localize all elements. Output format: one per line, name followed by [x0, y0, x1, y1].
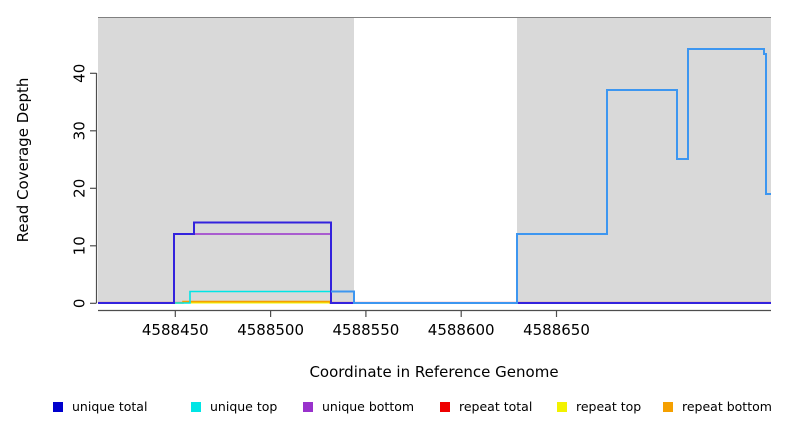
y-tick-label-30: 30: [71, 121, 89, 140]
x-tick-label-4588550: 4588550: [332, 321, 399, 339]
y-axis-title: Read Coverage Depth: [14, 78, 32, 243]
chart-legend: unique total unique top unique bottom re…: [53, 399, 772, 414]
legend-item-unique-total[interactable]: unique total: [53, 399, 147, 414]
legend-item-repeat-total[interactable]: repeat total: [440, 399, 532, 414]
legend-label-repeat-total: repeat total: [459, 399, 532, 414]
shaded-region-left: [98, 17, 354, 303]
legend-swatch-unique-bottom: [303, 402, 313, 412]
y-tick-label-40: 40: [71, 64, 89, 83]
legend-swatch-repeat-top: [557, 402, 567, 412]
series-highlight-coverage: [331, 48, 771, 304]
legend-item-repeat-bottom[interactable]: repeat bottom: [663, 399, 772, 414]
legend-label-repeat-bottom: repeat bottom: [682, 399, 772, 414]
legend-item-unique-bottom[interactable]: unique bottom: [303, 399, 414, 414]
y-tick-label-10: 10: [71, 236, 89, 255]
legend-swatch-repeat-bottom: [663, 402, 673, 412]
legend-item-repeat-top[interactable]: repeat top: [557, 399, 641, 414]
shaded-regions-group: [98, 17, 771, 303]
x-axis: 4588450 4588500 4588550 4588600 4588650: [98, 309, 771, 339]
y-axis: 40 30 20 10 0: [71, 64, 98, 309]
y-tick-label-20: 20: [71, 179, 89, 198]
shaded-region-right: [517, 17, 771, 303]
legend-label-unique-top: unique top: [210, 399, 277, 414]
legend-label-unique-total: unique total: [72, 399, 147, 414]
legend-swatch-unique-top: [191, 402, 201, 412]
x-axis-title: Coordinate in Reference Genome: [309, 363, 558, 381]
y-tick-label-0: 0: [71, 299, 89, 309]
x-tick-label-4588650: 4588650: [523, 321, 590, 339]
series-unique-total: [98, 221, 771, 304]
x-tick-label-4588600: 4588600: [428, 321, 495, 339]
legend-item-unique-top[interactable]: unique top: [191, 399, 277, 414]
legend-label-unique-bottom: unique bottom: [322, 399, 414, 414]
x-tick-label-4588500: 4588500: [237, 321, 304, 339]
legend-label-repeat-top: repeat top: [576, 399, 641, 414]
legend-swatch-repeat-total: [440, 402, 450, 412]
legend-swatch-unique-total: [53, 402, 63, 412]
x-tick-label-4588450: 4588450: [142, 321, 209, 339]
